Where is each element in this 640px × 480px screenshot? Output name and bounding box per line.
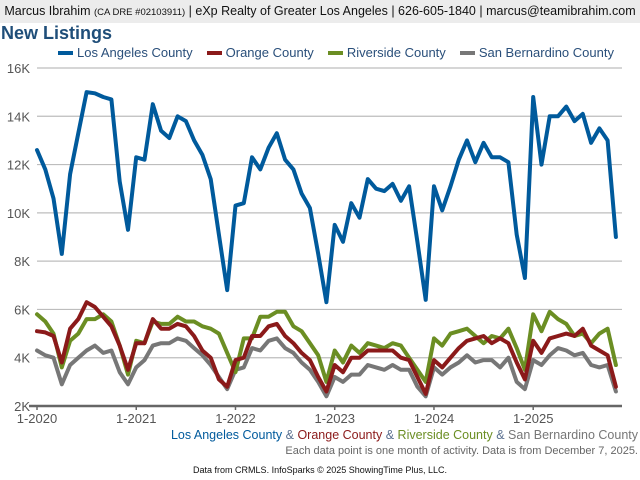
- x-tick-label: 1-2020: [17, 411, 57, 426]
- agent-license: (CA DRE #02103911): [93, 7, 186, 18]
- agent-header: Marcus Ibrahim (CA DRE #02103911) | eXp …: [0, 0, 640, 23]
- legend-label: Riverside County: [346, 45, 446, 60]
- legend-swatch: [58, 50, 73, 55]
- agent-name: Marcus Ibrahim: [4, 4, 91, 18]
- legend-label: Los Angeles County: [77, 45, 193, 60]
- series-line-los-angeles-county: [35, 90, 618, 305]
- footer-credit: Data from CRMLS. InfoSparks © 2025 Showi…: [193, 465, 447, 475]
- legend-item-riverside[interactable]: Riverside County: [327, 45, 446, 60]
- legend: Los Angeles County Orange County Riversi…: [58, 45, 614, 60]
- data-note: Each data point is one month of activity…: [285, 445, 638, 457]
- y-tick-label: 8K: [14, 254, 30, 269]
- x-tick-label: 1-2022: [215, 411, 255, 426]
- legend-item-la[interactable]: Los Angeles County: [58, 45, 193, 60]
- y-tick-label: 4K: [14, 351, 30, 366]
- bottom-legend-orange: Orange County: [297, 428, 383, 442]
- amp: &: [496, 428, 505, 442]
- x-tick-label: 1-2025: [513, 411, 553, 426]
- y-tick-label: 6K: [14, 302, 30, 317]
- bottom-legend: Los Angeles County & Orange County & Riv…: [171, 428, 638, 443]
- legend-swatch: [459, 50, 475, 55]
- y-tick-label: 16K: [7, 61, 30, 76]
- legend-label: Orange County: [225, 45, 314, 60]
- x-tick-label: 1-2021: [116, 411, 156, 426]
- bottom-legend-riverside: Riverside County: [397, 428, 493, 442]
- y-tick-label: 10K: [7, 206, 30, 221]
- bottom-legend-la: Los Angeles County: [170, 428, 283, 442]
- y-tick-label: 12K: [7, 158, 30, 173]
- legend-item-sanbernardino[interactable]: San Bernardino County: [459, 45, 614, 60]
- y-tick-label: 14K: [7, 109, 30, 124]
- bottom-legend-sanbernardino: San Bernardino County: [508, 428, 638, 442]
- amp: &: [285, 428, 294, 442]
- agent-contact: | eXp Realty of Greater Los Angeles | 62…: [188, 4, 636, 18]
- x-tick-label: 1-2024: [414, 411, 454, 426]
- legend-item-orange[interactable]: Orange County: [206, 45, 314, 60]
- legend-label: San Bernardino County: [478, 45, 614, 60]
- chart-title: New Listings: [1, 23, 113, 43]
- x-tick-label: 1-2023: [314, 411, 354, 426]
- amp: &: [385, 428, 395, 442]
- legend-swatch: [327, 50, 343, 55]
- y-tick-label: 2K: [14, 399, 30, 414]
- legend-swatch: [206, 50, 222, 55]
